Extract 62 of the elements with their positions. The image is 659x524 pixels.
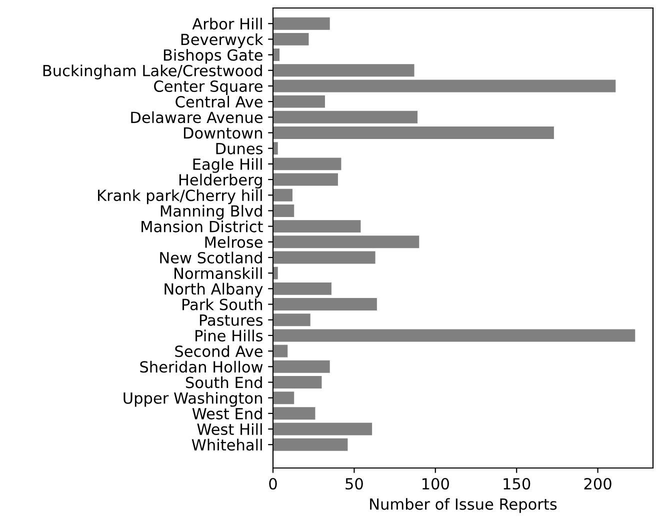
y-tick-label: Arbor Hill — [192, 18, 262, 30]
bar — [273, 266, 278, 280]
x-tick-label: 50 — [346, 478, 363, 490]
bar — [273, 142, 278, 155]
y-tick-label: Sheridan Hollow — [140, 360, 263, 373]
bar — [273, 407, 316, 420]
bar — [273, 329, 636, 342]
y-tick-label: Whitehall — [192, 438, 262, 451]
bar — [273, 48, 280, 62]
bar — [273, 282, 332, 295]
y-tick-label: Dunes — [216, 143, 263, 154]
bar — [273, 64, 414, 77]
bar — [273, 80, 616, 92]
y-tick-label: Downtown — [184, 127, 262, 139]
bar — [273, 173, 338, 186]
y-tick-label: Helderberg — [179, 174, 262, 189]
y-tick-label: South End — [186, 376, 262, 388]
y-tick-label: Beverwyck — [181, 33, 264, 48]
y-tick-label: Park South — [182, 298, 262, 310]
bar — [273, 376, 322, 388]
bar — [273, 360, 330, 373]
y-tick-label: Buckingham Lake/Crestwood — [43, 64, 262, 80]
bar — [273, 438, 348, 451]
y-tick-label: Krank park/Cherry hill — [98, 189, 262, 204]
y-tick-label: New Scotland — [160, 252, 262, 264]
bar — [273, 126, 554, 139]
bar — [273, 95, 325, 108]
y-tick-label: Eagle Hill — [193, 158, 262, 173]
y-tick-label: Delaware Avenue — [131, 111, 262, 124]
x-tick-label: 150 — [504, 478, 530, 490]
x-axis-title: Number of Issue Reports — [370, 498, 557, 513]
y-tick-label: West End — [192, 408, 262, 420]
bar — [273, 17, 330, 30]
y-tick-label: North Albany — [164, 282, 263, 298]
bar — [273, 110, 418, 124]
bar — [273, 204, 294, 217]
y-tick-label: Central Ave — [176, 96, 262, 108]
bar — [273, 422, 372, 436]
y-tick-label: Center Square — [154, 80, 262, 95]
y-tick-label: Melrose — [205, 236, 262, 248]
x-tick-label: 200 — [584, 478, 612, 490]
bar — [273, 314, 310, 326]
y-tick-label: Pastures — [200, 314, 263, 326]
y-tick-label: Second Ave — [175, 345, 262, 358]
bar — [273, 344, 288, 358]
y-tick-label: Bishops Gate — [164, 48, 262, 64]
x-tick-label: 100 — [422, 478, 449, 490]
y-tick-label: Upper Washington — [124, 392, 262, 407]
y-tick-label: Manning Blvd — [160, 204, 262, 220]
bar — [273, 158, 342, 170]
y-tick-label: Pine Hills — [196, 330, 263, 342]
y-tick-label: Normanskill — [174, 267, 262, 280]
bar — [273, 251, 376, 264]
bar — [273, 188, 292, 202]
bar — [273, 298, 377, 311]
y-tick-label: Mansion District — [142, 220, 263, 232]
bar — [273, 32, 309, 46]
bar — [273, 220, 361, 233]
bar — [273, 236, 420, 248]
bar — [273, 392, 294, 404]
y-tick-label: West Hill — [197, 423, 262, 436]
x-tick-label: 0 — [269, 478, 277, 490]
